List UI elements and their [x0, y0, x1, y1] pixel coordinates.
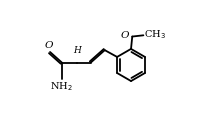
Text: O: O [45, 41, 53, 50]
Text: NH$_2$: NH$_2$ [51, 80, 73, 93]
Text: O: O [121, 31, 129, 40]
Text: H: H [73, 46, 81, 55]
Text: CH$_3$: CH$_3$ [144, 28, 166, 41]
